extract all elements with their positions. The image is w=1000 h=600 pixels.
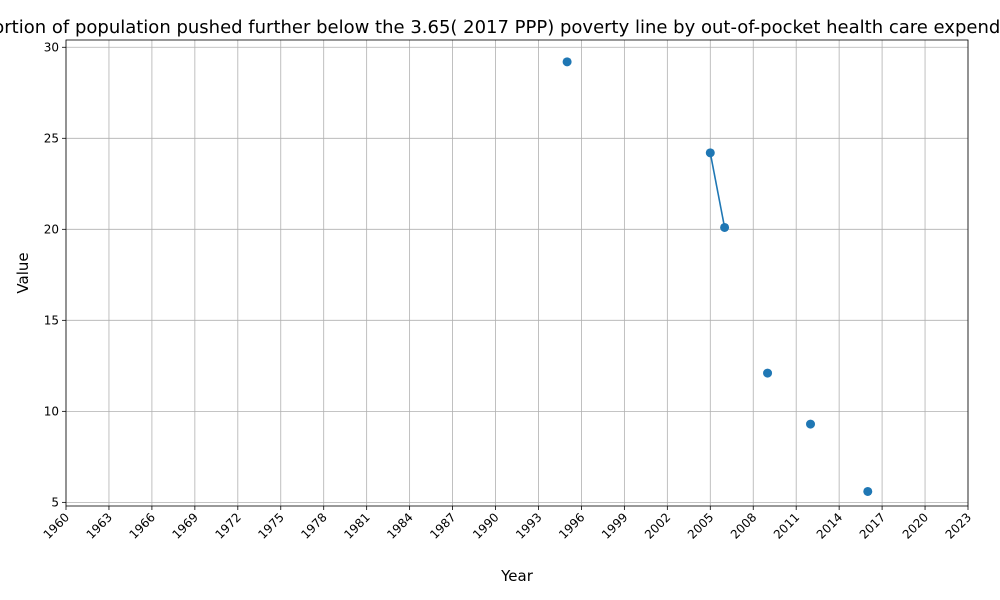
data-series — [562, 57, 873, 496]
x-tick-label: 1993 — [513, 510, 544, 541]
x-tick-label: 2008 — [728, 510, 759, 541]
x-tick-label: 1972 — [212, 510, 243, 541]
y-tick-label: 10 — [44, 404, 59, 418]
series-line-segment — [709, 152, 726, 228]
x-tick-label: 1969 — [169, 510, 200, 541]
x-tick-label: 1996 — [556, 510, 587, 541]
x-tick-label: 1978 — [298, 510, 329, 541]
x-tick-label: 2014 — [814, 510, 845, 541]
data-point — [763, 368, 773, 378]
x-tick-label: 1966 — [127, 510, 158, 541]
x-tick-label: 2005 — [685, 510, 716, 541]
x-tick-label: 2023 — [943, 510, 974, 541]
chart-title: Proportion of population pushed further … — [0, 17, 1000, 38]
data-point — [863, 486, 873, 496]
y-tick-label: 30 — [44, 40, 59, 54]
data-point — [720, 222, 730, 232]
x-tick-label: 1999 — [599, 510, 630, 541]
data-point — [705, 148, 715, 158]
y-tick-label: 15 — [44, 313, 59, 327]
y-tick-label: 5 — [51, 495, 59, 509]
axis-ticks: 1960 1963 1966 1969 1972 1975 1978 1981 1984 1987… — [41, 40, 974, 541]
x-tick-label: 1960 — [41, 510, 72, 541]
y-tick-label: 25 — [44, 131, 59, 145]
x-tick-label: 2020 — [900, 510, 931, 541]
x-axis-title: Year — [500, 567, 534, 585]
x-tick-label: 2011 — [771, 510, 802, 541]
x-tick-label: 2017 — [857, 510, 888, 541]
y-tick-label: 20 — [44, 222, 59, 236]
x-tick-label: 1975 — [255, 510, 286, 541]
x-tick-label: 1984 — [384, 510, 415, 541]
x-tick-label: 2002 — [642, 510, 673, 541]
data-point — [806, 419, 816, 429]
y-axis-title: Value — [14, 252, 32, 293]
x-tick-label: 1990 — [470, 510, 501, 541]
x-tick-label: 1981 — [341, 510, 372, 541]
grid-lines — [65, 40, 969, 506]
x-tick-label: 1987 — [427, 510, 458, 541]
x-tick-label: 1963 — [84, 510, 115, 541]
data-point — [562, 57, 572, 67]
plot-area-frame — [65, 39, 969, 507]
